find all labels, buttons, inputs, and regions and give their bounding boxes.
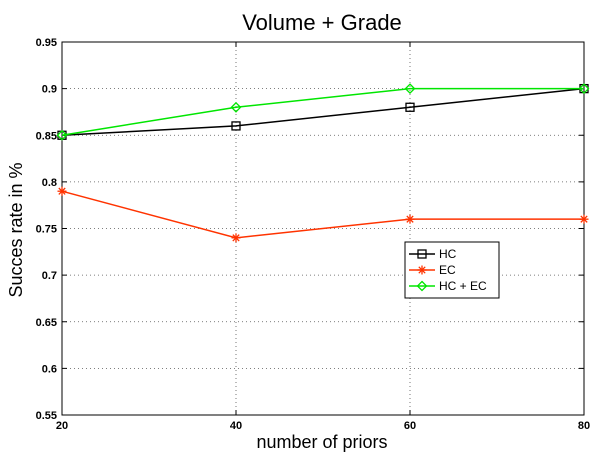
legend-label-hc-ec: HC + EC xyxy=(439,279,487,293)
y-tick-label: 0.95 xyxy=(36,37,57,49)
y-tick-label: 0.85 xyxy=(36,130,57,142)
data-point-hc-ec xyxy=(404,83,416,95)
y-tick-label: 0.9 xyxy=(42,84,57,96)
legend: HC EC HC + EC xyxy=(404,241,500,299)
legend-marker-hc xyxy=(417,249,427,259)
x-tick-label: 20 xyxy=(56,420,68,432)
data-point-hc xyxy=(405,102,415,112)
y-tick-label: 0.7 xyxy=(42,270,57,282)
data-point-ec xyxy=(405,214,415,224)
data-point-ec xyxy=(57,186,67,196)
x-axis-title: number of priors xyxy=(256,432,387,452)
y-tick-label: 0.8 xyxy=(42,177,57,189)
legend-label-ec: EC xyxy=(439,263,456,277)
series-line-hc xyxy=(61,87,585,136)
data-point-ec xyxy=(579,214,589,224)
data-point-hc-ec xyxy=(230,101,242,113)
y-axis-title: Succes rate in % xyxy=(6,162,26,297)
y-tick-label: 0.6 xyxy=(42,363,57,375)
legend-marker-ec xyxy=(417,265,427,275)
plot-area: 20 40 60 80 0.55 0.6 0.65 0.7 0.75 0.8 0.85 0.9 0.95 xyxy=(36,37,591,432)
legend-marker-hc-ec xyxy=(416,280,428,292)
series-line-hc-ec xyxy=(61,87,584,136)
y-tick-label: 0.65 xyxy=(36,317,57,329)
legend-label-hc: HC xyxy=(439,247,457,261)
data-point-hc-ec xyxy=(578,83,590,95)
chart-title: Volume + Grade xyxy=(242,10,402,35)
data-point-hc-ec xyxy=(56,129,68,141)
x-tick-label: 40 xyxy=(230,420,242,432)
data-point-ec xyxy=(231,233,241,243)
x-tick-label: 60 xyxy=(404,420,416,432)
y-tick-label: 0.75 xyxy=(36,224,57,236)
y-tick-label: 0.55 xyxy=(36,410,57,422)
series-line-ec xyxy=(61,190,584,239)
data-point-hc xyxy=(231,121,241,131)
x-tick-label: 80 xyxy=(578,420,590,432)
